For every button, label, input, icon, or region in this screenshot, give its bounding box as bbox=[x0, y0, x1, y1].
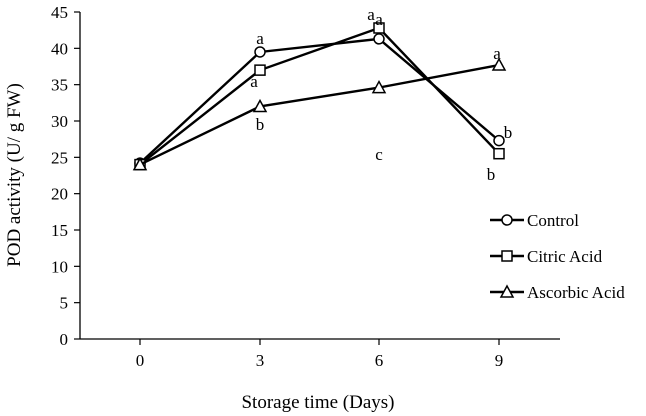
y-tick-label: 25 bbox=[51, 148, 68, 167]
data-circle-point bbox=[373, 33, 385, 45]
axes bbox=[79, 12, 560, 340]
series-line bbox=[139, 26, 500, 166]
data-triangle-point bbox=[252, 98, 268, 113]
x-tick-label: 3 bbox=[256, 351, 265, 370]
data-triangle-point bbox=[371, 80, 387, 94]
series-ascorbic-acid bbox=[132, 57, 507, 171]
data-circle-point bbox=[493, 134, 505, 147]
significance-label: a bbox=[375, 10, 383, 29]
legend-item: Ascorbic Acid bbox=[490, 283, 625, 302]
y-tick-label: 30 bbox=[51, 112, 68, 131]
x-tick-label: 6 bbox=[375, 351, 384, 370]
x-tick-label: 0 bbox=[136, 351, 145, 370]
data-triangle-point bbox=[132, 157, 148, 171]
y-tick-label: 45 bbox=[51, 3, 68, 22]
legend-square-point bbox=[501, 250, 513, 262]
significance-label: b bbox=[487, 165, 496, 184]
significance-label: a bbox=[250, 72, 258, 91]
legend-label: Citric Acid bbox=[527, 247, 603, 266]
y-tick-label: 0 bbox=[60, 330, 69, 349]
legend-item: Control bbox=[490, 211, 579, 230]
series-layer bbox=[132, 22, 507, 171]
y-ticks: 0 5 10 15 20 25 30 35 40 45 bbox=[51, 3, 80, 349]
significance-label: a bbox=[493, 44, 501, 63]
legend-label: Control bbox=[527, 211, 579, 230]
y-tick-label: 15 bbox=[51, 221, 68, 240]
y-tick-label: 5 bbox=[60, 294, 69, 313]
y-tick-label: 35 bbox=[51, 76, 68, 95]
significance-label: b bbox=[504, 123, 513, 142]
series-line bbox=[139, 63, 500, 166]
x-ticks: 0 3 6 9 bbox=[136, 339, 504, 370]
legend: Control Citric Acid Ascorbic Acid bbox=[490, 211, 625, 302]
data-square-point bbox=[493, 147, 505, 160]
data-square-point bbox=[254, 64, 266, 76]
series-line bbox=[139, 37, 500, 165]
y-axis-title: POD activity (U/ g FW) bbox=[4, 83, 25, 267]
significance-label: a bbox=[256, 29, 264, 48]
data-circle-point bbox=[254, 46, 266, 58]
data-square-point bbox=[373, 22, 385, 34]
x-axis-title: Storage time (Days) bbox=[241, 392, 394, 413]
y-tick-label: 10 bbox=[51, 257, 68, 276]
x-tick-label: 9 bbox=[495, 351, 504, 370]
significance-label: c bbox=[375, 145, 383, 164]
legend-item: Citric Acid bbox=[490, 247, 603, 266]
legend-triangle-point bbox=[499, 284, 515, 298]
significance-label: b bbox=[256, 115, 265, 134]
y-tick-label: 40 bbox=[51, 39, 68, 58]
legend-circle-point bbox=[501, 214, 513, 226]
y-tick-label: 20 bbox=[51, 185, 68, 204]
legend-label: Ascorbic Acid bbox=[527, 283, 625, 302]
data-triangle-point bbox=[491, 57, 507, 71]
significance-label: a bbox=[367, 5, 375, 24]
